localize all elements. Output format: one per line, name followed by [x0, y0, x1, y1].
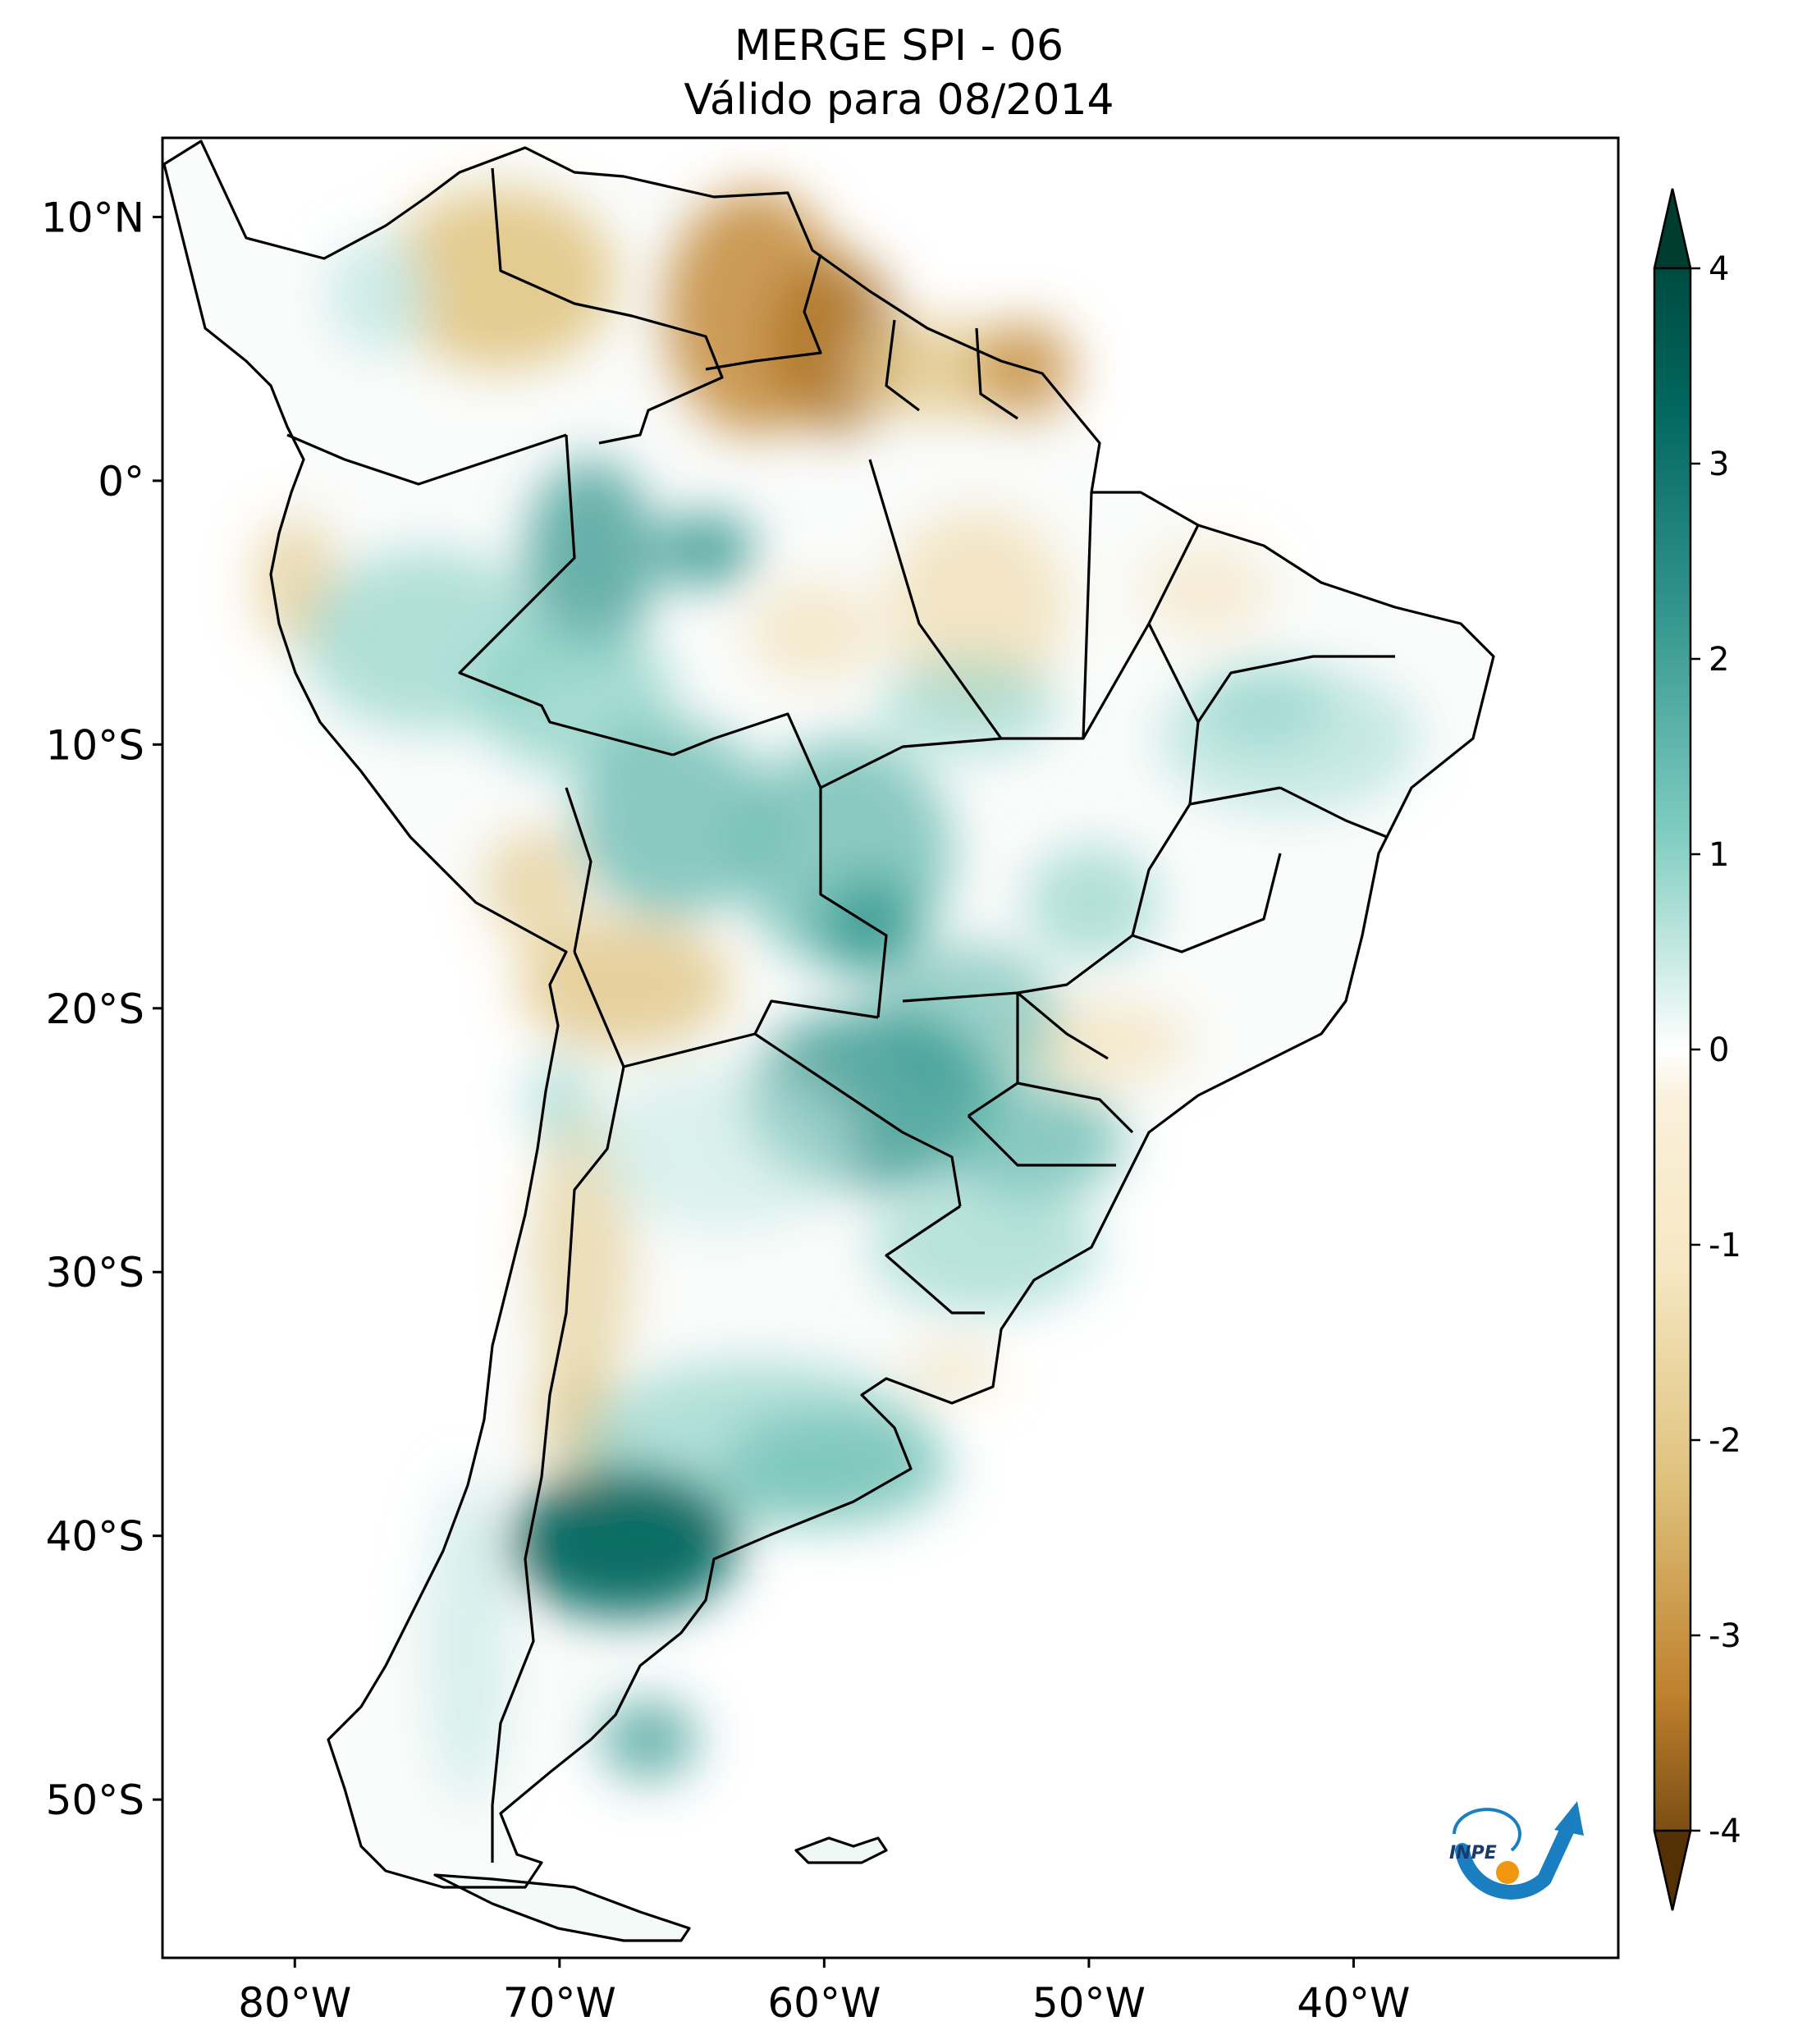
- x-axis-ticks: 80°W 70°W 60°W 50°W 40°W: [238, 1958, 1410, 2027]
- dry-region-peru-south: [484, 829, 583, 944]
- wet-region-chile-central: [525, 1050, 591, 1149]
- x-tick-label: 80°W: [238, 1979, 351, 2027]
- border-suriname-french-guiana: [975, 327, 1018, 420]
- colorbar-tick-label: -2: [1709, 1422, 1741, 1460]
- wet-region-patagonia-north: [509, 1469, 739, 1616]
- wet-region-amazon-west: [525, 460, 657, 656]
- dry-region-colombia-venezuela: [386, 189, 615, 369]
- border-argentina-brazil-uruguay: [885, 1205, 985, 1315]
- map-area: [162, 139, 1495, 1942]
- wet-region-colombia: [328, 238, 427, 353]
- wet-region-acre: [476, 624, 673, 771]
- border-chile-argentina: [491, 1066, 625, 1863]
- border-colombia-venezuela: [491, 167, 724, 445]
- y-tick-label: 20°S: [46, 985, 144, 1033]
- colorbar-tick-label: 0: [1709, 1031, 1729, 1069]
- colorbar-tick-label: 3: [1709, 446, 1729, 483]
- y-axis-ticks: 10°N 0° 10°S 20°S 30°S 40°S 50°S: [41, 194, 162, 1824]
- y-tick-label: 40°S: [46, 1513, 144, 1561]
- map-title: MERGE SPI - 06: [734, 21, 1064, 71]
- wet-region-piaui: [1198, 665, 1329, 747]
- dry-region-para: [886, 509, 1067, 706]
- x-tick-label: 50°W: [1032, 1979, 1146, 2027]
- map-axes-frame: [161, 136, 1620, 1959]
- border-brazil-peru-colombia: [458, 434, 674, 757]
- wet-region-rio-grande-sul: [870, 1182, 1100, 1313]
- colorbar-ticks: 4 3 2 1 0 -1 -2 -3 -4: [1690, 250, 1741, 1850]
- map-subtitle: Válido para 08/2014: [684, 75, 1114, 125]
- y-tick-label: 50°S: [46, 1776, 144, 1824]
- border-guyana-suriname: [885, 319, 920, 412]
- colorbar-tick-label: -1: [1709, 1227, 1741, 1264]
- x-tick-label: 40°W: [1297, 1979, 1410, 2027]
- y-tick-label: 30°S: [46, 1249, 144, 1296]
- border-colombia-ecuador-peru: [286, 433, 567, 486]
- colorbar-tick-label: -4: [1709, 1813, 1741, 1850]
- logo-text: INPE: [1449, 1843, 1497, 1863]
- wet-region-buenos-aires: [722, 1411, 952, 1526]
- x-tick-label: 70°W: [503, 1979, 616, 2027]
- dry-region-amazon-central: [747, 583, 878, 681]
- wet-region-goias: [1026, 845, 1157, 960]
- dry-region-uruguay: [903, 1346, 1001, 1395]
- colorbar: 4 3 2 1 0 -1 -2 -3 -4: [1653, 188, 1741, 1911]
- inpe-logo: INPE: [1449, 1801, 1584, 1900]
- tierra-del-fuego: [435, 1875, 689, 1941]
- colorbar-tick-label: 4: [1709, 250, 1729, 288]
- wet-region-para-south: [878, 656, 1059, 755]
- y-tick-label: 10°N: [41, 194, 144, 241]
- colorbar-top-extension: [1653, 188, 1692, 270]
- wet-region-patagonia-south: [599, 1699, 698, 1781]
- wet-region-pantanal: [821, 878, 919, 976]
- x-tick-label: 60°W: [767, 1979, 881, 2027]
- colorbar-bottom-extension: [1653, 1829, 1692, 1911]
- dry-region-northeast: [1141, 542, 1272, 640]
- colorbar-tick-label: 1: [1709, 836, 1729, 874]
- wet-region-parana: [944, 1083, 1124, 1198]
- spi-shading: [254, 189, 1420, 1805]
- wet-region-amazon-north: [657, 513, 755, 587]
- y-tick-label: 0°: [98, 458, 144, 505]
- logo-sun: [1496, 1861, 1519, 1884]
- border-peru-bolivia: [565, 787, 592, 953]
- y-tick-label: 10°S: [46, 721, 144, 769]
- border-paraguay-argentina: [754, 1032, 962, 1207]
- colorbar-tick-label: -3: [1709, 1617, 1741, 1655]
- logo-arrow-head: [1554, 1801, 1584, 1836]
- coastline-outline: [162, 139, 1495, 1889]
- coastlines-and-borders: [162, 139, 1495, 1942]
- logo-arc: [1455, 1818, 1576, 1900]
- colorbar-body: [1653, 188, 1692, 1911]
- border-bolivia-paraguay: [656, 999, 879, 1060]
- wet-region-rondonia: [574, 722, 771, 919]
- wet-region-chaco: [591, 1067, 853, 1231]
- logo-orbit: [1453, 1808, 1521, 1852]
- colorbar-tick-label: 2: [1709, 641, 1729, 679]
- tierra-del-fuego-outline: [433, 1873, 691, 1942]
- border-brazil-states: [820, 459, 1395, 1167]
- wet-region-chile-south: [427, 1477, 509, 1805]
- border-venezuela-guyana: [705, 254, 822, 371]
- dry-region-bolivia-south: [517, 919, 730, 1050]
- falkland-islands-outline: [794, 1836, 888, 1864]
